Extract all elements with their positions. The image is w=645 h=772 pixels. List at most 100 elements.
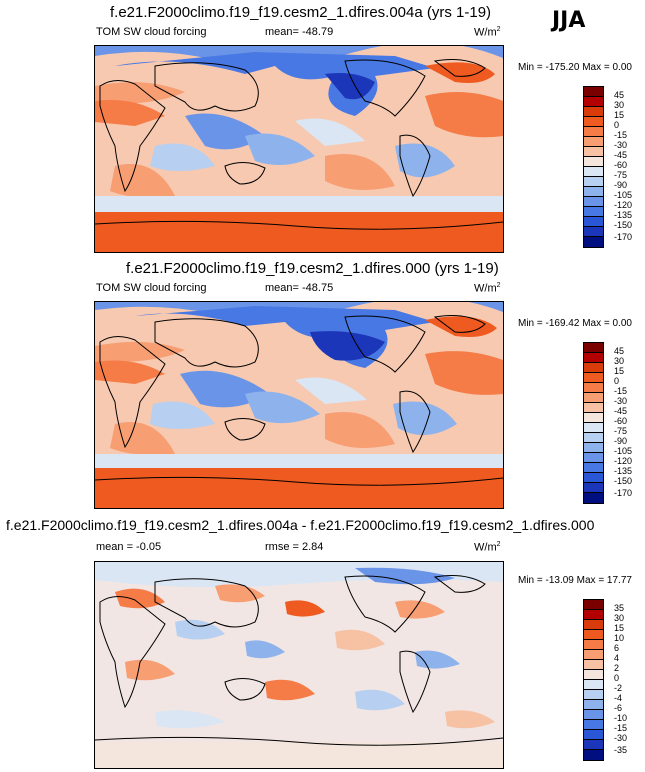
colorbar-swatch <box>584 750 603 760</box>
panel-1-colorbar <box>583 86 604 248</box>
colorbar-tick-label: 30 <box>614 613 625 623</box>
colorbar-swatch <box>584 137 603 147</box>
panel-3-field <box>95 562 503 768</box>
colorbar-swatch <box>584 483 603 493</box>
colorbar-swatch <box>584 433 603 443</box>
colorbar-tick-label: -135 <box>614 210 633 220</box>
colorbar-swatch <box>584 710 603 720</box>
colorbar-swatch <box>584 493 603 503</box>
colorbar-swatch <box>584 403 603 413</box>
colorbar-tick-label: 10 <box>614 633 625 643</box>
colorbar-swatch <box>584 197 603 207</box>
colorbar-swatch <box>584 147 603 157</box>
colorbar-tick-label: 15 <box>614 623 625 633</box>
panel-1-minmax: Min = -175.20 Max = 0.00 <box>518 62 632 73</box>
colorbar-tick-label: -60 <box>614 160 628 170</box>
colorbar-swatch <box>584 107 603 117</box>
panel-2-units: W/m2 <box>474 282 501 295</box>
panel-3-minmax: Min = -13.09 Max = 17.77 <box>518 575 632 586</box>
colorbar-swatch <box>584 87 603 97</box>
colorbar-swatch <box>584 660 603 670</box>
colorbar-swatch <box>584 383 603 393</box>
colorbar-swatch <box>584 463 603 473</box>
colorbar-swatch <box>584 207 603 217</box>
panel-2-minmax: Min = -169.42 Max = 0.00 <box>518 318 632 329</box>
colorbar-swatch <box>584 600 603 610</box>
colorbar-swatch <box>584 167 603 177</box>
colorbar-swatch <box>584 343 603 353</box>
colorbar-swatch <box>584 217 603 227</box>
colorbar-swatch <box>584 413 603 423</box>
colorbar-swatch <box>584 690 603 700</box>
colorbar-tick-label: -105 <box>614 190 633 200</box>
colorbar-swatch <box>584 227 603 237</box>
colorbar-tick-label: -170 <box>614 488 633 498</box>
panel-1-variable-label: TOM SW cloud forcing <box>96 26 207 38</box>
panel-3-rmse-label: rmse = 2.84 <box>265 541 324 553</box>
colorbar-tick-label: -170 <box>614 232 633 242</box>
colorbar-tick-label: 30 <box>614 356 625 366</box>
panel-1-title: f.e21.F2000climo.f19_f19.cesm2_1.dfires.… <box>110 4 492 21</box>
colorbar-tick-label: 0 <box>614 376 620 386</box>
colorbar-tick-label: -45 <box>614 150 628 160</box>
colorbar-swatch <box>584 423 603 433</box>
colorbar-tick-label: -135 <box>614 466 633 476</box>
colorbar-tick-label: -10 <box>614 713 628 723</box>
colorbar-swatch <box>584 473 603 483</box>
colorbar-tick-label: -45 <box>614 406 628 416</box>
panel-2-title: f.e21.F2000climo.f19_f19.cesm2_1.dfires.… <box>126 260 499 277</box>
colorbar-tick-label: -75 <box>614 426 628 436</box>
panel-1-map <box>94 45 504 253</box>
colorbar-tick-label: -105 <box>614 446 633 456</box>
colorbar-tick-label: 15 <box>614 366 625 376</box>
colorbar-tick-label: -15 <box>614 130 628 140</box>
colorbar-tick-label: -35 <box>614 745 628 755</box>
colorbar-tick-label: 2 <box>614 663 620 673</box>
colorbar-swatch <box>584 720 603 730</box>
colorbar-tick-label: 45 <box>614 90 625 100</box>
panel-1-units: W/m2 <box>474 26 501 39</box>
colorbar-swatch <box>584 740 603 750</box>
colorbar-swatch <box>584 353 603 363</box>
colorbar-tick-label: 45 <box>614 346 625 356</box>
colorbar-swatch <box>584 650 603 660</box>
colorbar-swatch <box>584 680 603 690</box>
colorbar-tick-label: -30 <box>614 396 628 406</box>
colorbar-swatch <box>584 117 603 127</box>
colorbar-swatch <box>584 363 603 373</box>
colorbar-tick-label: -150 <box>614 476 633 486</box>
colorbar-tick-label: -6 <box>614 703 623 713</box>
colorbar-tick-label: -150 <box>614 220 633 230</box>
colorbar-swatch <box>584 443 603 453</box>
panel-3-map <box>94 561 504 769</box>
colorbar-swatch <box>584 610 603 620</box>
colorbar-swatch <box>584 127 603 137</box>
colorbar-tick-label: 6 <box>614 643 620 653</box>
colorbar-tick-label: -75 <box>614 170 628 180</box>
colorbar-swatch <box>584 157 603 167</box>
colorbar-swatch <box>584 373 603 383</box>
colorbar-tick-label: 15 <box>614 110 625 120</box>
colorbar-tick-label: -60 <box>614 416 628 426</box>
colorbar-tick-label: 35 <box>614 603 625 613</box>
colorbar-tick-label: -15 <box>614 386 628 396</box>
panel-3-mean-label: mean = -0.05 <box>96 541 162 553</box>
panel-3-colorbar <box>583 599 604 761</box>
panel-2-map <box>94 301 504 509</box>
colorbar-swatch <box>584 620 603 630</box>
panel-3-title: f.e21.F2000climo.f19_f19.cesm2_1.dfires.… <box>6 517 595 533</box>
colorbar-tick-label: -90 <box>614 436 628 446</box>
colorbar-tick-label: -30 <box>614 140 628 150</box>
panel-2-variable-label: TOM SW cloud forcing <box>96 282 207 294</box>
colorbar-swatch <box>584 640 603 650</box>
colorbar-tick-label: 0 <box>614 673 620 683</box>
panel-1-mean-label: mean= -48.79 <box>265 26 334 38</box>
panel-1-field <box>95 46 503 252</box>
colorbar-tick-label: 0 <box>614 120 620 130</box>
colorbar-swatch <box>584 730 603 740</box>
colorbar-tick-label: -2 <box>614 683 623 693</box>
colorbar-swatch <box>584 630 603 640</box>
colorbar-swatch <box>584 393 603 403</box>
colorbar-tick-label: -120 <box>614 456 633 466</box>
colorbar-tick-label: -15 <box>614 723 628 733</box>
